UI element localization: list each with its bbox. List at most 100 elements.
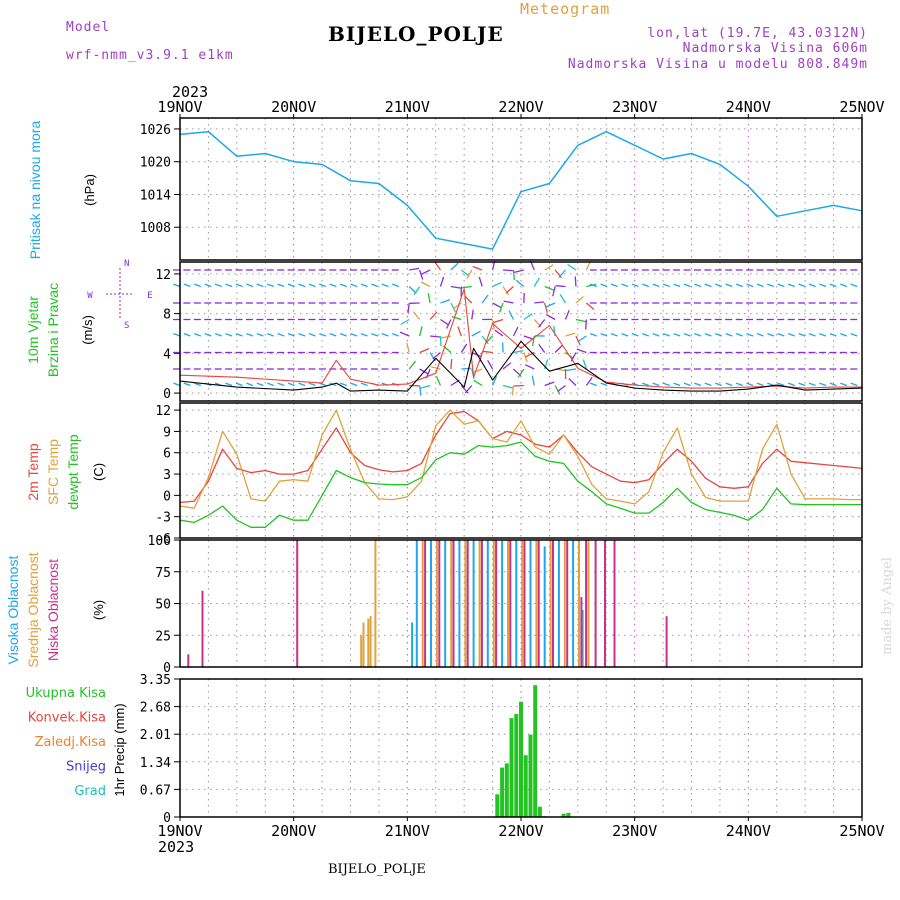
cloud-bar <box>466 540 469 667</box>
wind-arrow <box>512 326 519 337</box>
wind-arrow <box>400 318 410 326</box>
x-tick-label-top: 19NOV <box>157 98 202 116</box>
wind-arrow <box>360 382 368 387</box>
cloud-bar <box>581 609 584 667</box>
wind-arrow <box>544 285 555 291</box>
wind-arrow <box>266 382 274 387</box>
wind-arrow <box>308 382 316 387</box>
precip-bar <box>533 685 538 817</box>
y-tick-label: 1020 <box>140 156 171 171</box>
wind-arrow <box>440 335 452 339</box>
cloud-bar <box>411 622 414 667</box>
wind-arrow <box>204 283 212 288</box>
wind-arrow <box>662 332 670 337</box>
wind-arrow <box>819 332 827 337</box>
wind-arrow <box>565 332 576 337</box>
wind-arrow <box>419 269 424 280</box>
wind-arrow <box>850 332 858 337</box>
wind-arrow <box>662 283 670 288</box>
y-tick-label: 3.35 <box>140 673 171 688</box>
wind-arrow <box>481 294 489 304</box>
wind-arrow <box>777 283 785 288</box>
wind-arrow <box>391 332 400 337</box>
wind-arrow <box>840 382 848 387</box>
wind-arrow <box>746 382 754 387</box>
wind-arrow <box>544 381 555 387</box>
wind-arrow <box>502 269 514 272</box>
wind-arrow <box>450 358 453 370</box>
ylabel-cloud-mid: Srednja Oblacnost <box>25 552 41 667</box>
cloud-bar <box>486 540 489 667</box>
wind-arrow <box>472 368 483 374</box>
cloud-bar <box>507 540 509 667</box>
series-line-tsfc <box>179 409 862 509</box>
x-tick-label-bottom: 21NOV <box>385 822 430 840</box>
panel-wind <box>179 261 863 402</box>
wind-arrow <box>505 286 514 294</box>
wind-arrow <box>840 283 848 288</box>
wind-arrow <box>735 332 743 337</box>
precip-bar <box>509 718 514 817</box>
wind-arrow <box>746 332 754 337</box>
wind-arrow <box>434 261 442 271</box>
wind-arrow <box>585 319 588 330</box>
wind-arrow <box>429 311 438 320</box>
wind-arrow <box>225 382 233 387</box>
wind-arrow <box>523 352 528 363</box>
wind-arrow <box>586 283 597 288</box>
wind-arrow <box>798 332 806 337</box>
wind-arrow <box>173 382 181 387</box>
y-tick-label: 0.67 <box>140 783 171 798</box>
wind-arrow <box>850 283 858 288</box>
y-tick-label: -3 <box>155 511 171 526</box>
wind-arrow <box>287 382 295 387</box>
wind-arrow <box>450 262 459 271</box>
wind-arrow <box>683 332 691 337</box>
ylabel-cloud-unit: (%) <box>91 600 106 620</box>
wind-arrow <box>502 286 510 296</box>
ylabel-cloud-low: Niska Oblacnost <box>45 559 61 661</box>
wind-arrow <box>517 368 525 378</box>
cloud-bar <box>362 622 365 667</box>
wind-arrow <box>225 283 233 288</box>
wind-arrow <box>850 382 858 387</box>
wind-arrow <box>829 382 837 387</box>
wind-arrow <box>662 382 670 387</box>
wind-arrow <box>829 332 837 337</box>
wind-arrow <box>419 385 422 396</box>
cloud-bar <box>566 540 569 667</box>
ylabel-dewpt: dewpt Temp <box>65 434 81 509</box>
wind-arrow <box>246 382 254 387</box>
wind-arrow <box>829 283 837 288</box>
wind-arrow <box>756 382 764 387</box>
precip-bar <box>504 763 509 817</box>
wind-arrow <box>610 332 618 337</box>
wind-arrow <box>533 277 540 287</box>
wind-arrow <box>502 384 513 389</box>
wind-arrow <box>554 345 563 353</box>
wind-arrow <box>512 269 515 281</box>
compass-west: W <box>87 291 93 301</box>
wind-arrow <box>538 344 546 353</box>
wind-arrow <box>461 285 472 289</box>
legend-precip-item: Grad <box>74 784 106 799</box>
wind-arrow <box>464 385 473 394</box>
wind-arrow <box>491 376 498 386</box>
wind-arrow <box>545 302 556 308</box>
wind-arrow <box>329 332 337 337</box>
y-tick-label: 0 <box>163 489 171 504</box>
series-line-t2m <box>179 410 863 504</box>
wind-arrow <box>408 360 417 370</box>
wind-arrow <box>446 319 452 329</box>
wind-arrow <box>531 375 535 386</box>
cloud-bar <box>549 540 552 667</box>
precip-bar <box>514 714 519 817</box>
wind-arrow <box>266 332 274 337</box>
cloud-bar <box>430 540 432 667</box>
wind-arrow <box>360 332 368 337</box>
precip-bar <box>528 734 533 817</box>
wind-arrow <box>557 384 566 393</box>
y-tick-label: 2.68 <box>140 701 171 716</box>
wind-arrow <box>413 286 421 296</box>
